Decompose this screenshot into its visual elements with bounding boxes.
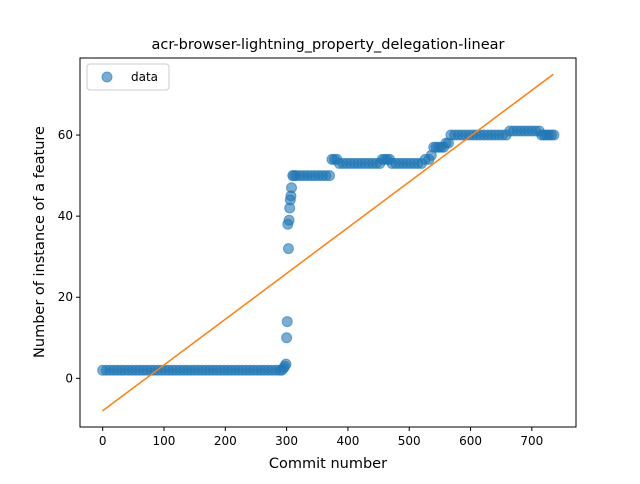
data-point-57	[283, 214, 295, 226]
y-tick-label: 0	[65, 371, 73, 385]
y-tick-label: 20	[58, 290, 73, 304]
x-tick-label: 500	[398, 434, 421, 448]
axes-frame	[79, 57, 577, 428]
x-axis-ticks: 0 100 200 300 400 500 600 700	[99, 427, 543, 448]
data-point-52	[280, 358, 292, 370]
chart-title: acr-browser-lightning_property_delegatio…	[152, 37, 505, 53]
x-tick-label: 600	[459, 434, 482, 448]
data-point-142	[548, 129, 560, 141]
legend-box	[86, 63, 170, 91]
data-point-56	[282, 243, 294, 255]
x-tick-label: 100	[153, 434, 176, 448]
legend-marker-data	[101, 71, 113, 83]
plot-area	[97, 73, 560, 412]
x-tick-label: 700	[520, 434, 543, 448]
x-axis-label: Commit number	[269, 456, 387, 472]
y-axis-ticks: 0 20 40 60	[58, 128, 80, 385]
y-axis-label: Number of instance of a feature	[32, 126, 48, 358]
x-tick-label: 400	[336, 434, 359, 448]
data-point-53	[281, 332, 293, 344]
data-point-73	[324, 170, 336, 182]
y-tick-label: 60	[58, 128, 73, 142]
legend-label-data: data	[131, 70, 158, 84]
fit-line	[102, 73, 554, 412]
x-tick-label: 0	[99, 434, 107, 448]
x-tick-label: 200	[214, 434, 237, 448]
legend: data	[86, 63, 170, 91]
x-tick-label: 300	[275, 434, 298, 448]
data-point-61	[286, 182, 298, 194]
y-tick-label: 40	[58, 209, 73, 223]
data-point-54	[281, 316, 293, 328]
